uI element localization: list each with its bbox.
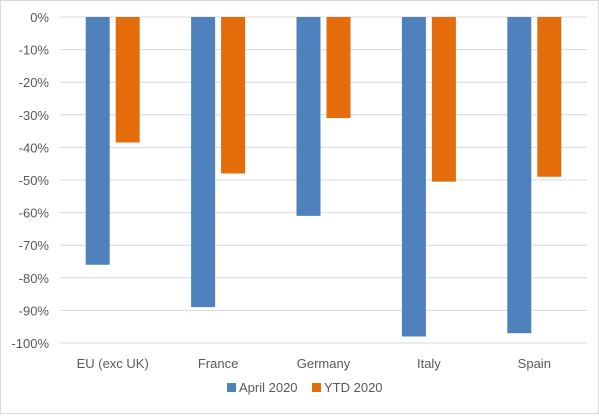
bar-april-2020-0 — [85, 17, 110, 265]
gridlines — [60, 16, 587, 344]
bar-april-2020-1 — [191, 17, 216, 308]
y-tick-label: -50% — [19, 173, 50, 188]
y-tick-label: -40% — [19, 140, 50, 155]
y-tick-label: -100% — [11, 336, 49, 351]
y-axis-tick-labels: 0% -10% -20% -30% -40% -50% -60% -70% -80% -90% -1… — [11, 10, 49, 351]
y-tick-label: -70% — [19, 238, 50, 253]
x-category-label: Spain — [518, 356, 551, 371]
x-category-label: Germany — [297, 356, 351, 371]
x-category-label: Italy — [417, 356, 441, 371]
bar-ytd-2020-1 — [221, 17, 246, 174]
legend: April 2020 YTD 2020 — [227, 380, 383, 395]
bar-ytd-2020-0 — [115, 17, 140, 143]
bar-ytd-2020-2 — [326, 17, 351, 119]
y-tick-label: -80% — [19, 271, 50, 286]
y-tick-label: 0% — [30, 10, 49, 25]
y-tick-label: -90% — [19, 303, 50, 318]
bar-april-2020-4 — [507, 17, 532, 334]
bar-ytd-2020-4 — [537, 17, 562, 177]
bar-ytd-2020-3 — [431, 17, 456, 182]
bar-april-2020-3 — [401, 17, 426, 337]
bars — [85, 17, 562, 337]
y-tick-label: -20% — [19, 75, 50, 90]
y-tick-label: -60% — [19, 206, 50, 221]
x-category-label: EU (exc UK) — [77, 356, 149, 371]
legend-swatch — [227, 383, 236, 392]
y-tick-label: -10% — [19, 43, 50, 58]
legend-label: YTD 2020 — [324, 380, 383, 395]
bar-april-2020-2 — [296, 17, 321, 216]
x-category-label: France — [198, 356, 238, 371]
y-tick-label: -30% — [19, 108, 50, 123]
x-axis-category-labels: EU (exc UK) France Germany Italy Spain — [77, 356, 551, 371]
legend-label: April 2020 — [239, 380, 298, 395]
legend-swatch — [312, 383, 321, 392]
